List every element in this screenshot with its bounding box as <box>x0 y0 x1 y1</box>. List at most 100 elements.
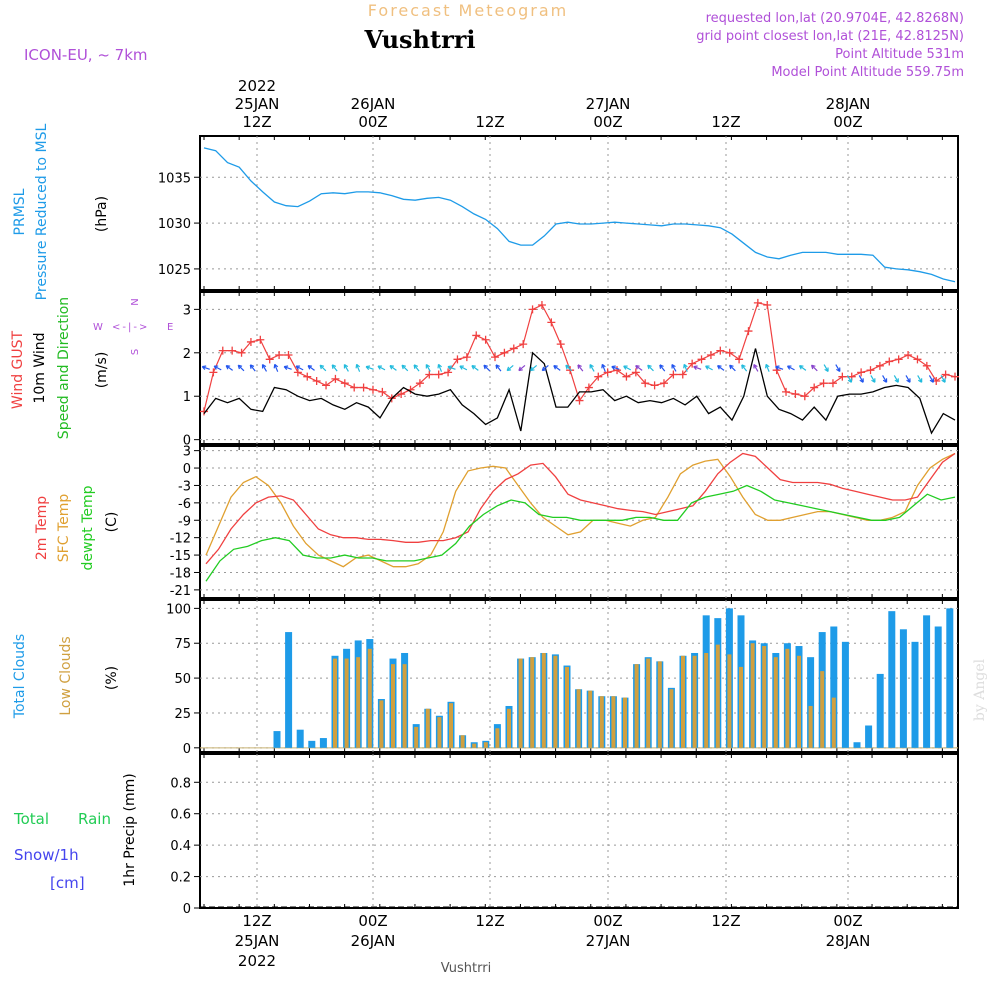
low-cloud-bar <box>356 657 361 748</box>
prmsl-label-long: Pressure Reduced to MSL <box>34 123 50 300</box>
total-cloud-bar <box>899 629 907 748</box>
top-time-label: 00Z <box>593 113 622 131</box>
wind-gust-marker <box>875 361 884 370</box>
y-tick-label: -9 <box>178 514 191 529</box>
wind-gust-marker <box>481 335 490 344</box>
wind-gust-marker <box>913 355 922 364</box>
grid-point-coords: grid point closest lon,lat (21E, 42.8125… <box>696 29 964 44</box>
low-cloud-bar <box>715 644 720 748</box>
wind-gust-marker <box>791 390 800 399</box>
wind-gust-marker <box>228 346 237 355</box>
wind-gust-marker <box>828 379 837 388</box>
wind-direction-arrow <box>623 365 632 371</box>
low-cloud-bar <box>414 726 419 748</box>
bottom-time-label: 28JAN <box>826 932 871 950</box>
top-time-label: 26JAN <box>351 95 396 113</box>
wind-direction-arrow <box>261 364 268 372</box>
panel-prmsl: 1025 1030 1035 <box>158 135 959 291</box>
panel-frame <box>199 291 959 445</box>
wind-gust-marker <box>753 298 762 307</box>
low-cloud-bar <box>634 664 639 748</box>
wind-direction-arrow <box>577 364 584 372</box>
wind-labels: Wind GUST 10m Wind Speed and Direction (… <box>10 297 173 439</box>
wind-gust-marker <box>744 327 753 336</box>
wind-gust-marker <box>537 301 546 310</box>
point-altitude: Point Altitude 531m <box>835 47 964 62</box>
wind-gust-marker <box>378 387 387 396</box>
bottom-time-label: 00Z <box>593 912 622 930</box>
model-altitude: Model Point Altitude 559.75m <box>771 65 964 80</box>
wind-gust-marker <box>284 350 293 359</box>
wind-direction-arrow <box>413 364 420 372</box>
compass-n: N <box>130 298 141 305</box>
wind-direction-arrow <box>225 365 233 371</box>
low-cloud-bar <box>599 696 604 748</box>
bottom-time-label: 12Z <box>475 912 504 930</box>
low-cloud-bar <box>797 655 801 748</box>
bottom-time-label: 12Z <box>242 912 271 930</box>
wind-gust-marker <box>453 355 462 364</box>
panel-temperature: -21 -18 -15 -12 -9 -6 -3 0 3 <box>170 445 959 599</box>
low-cloud-bar <box>704 652 709 748</box>
top-time-label: 12Z <box>711 113 740 131</box>
low-cloud-bar <box>391 664 395 748</box>
low-cloud-bar <box>739 666 743 748</box>
wind-direction-arrow <box>717 365 725 371</box>
total-cloud-bar <box>946 608 954 748</box>
wind-gust-marker <box>894 355 903 364</box>
wind-gust-marker <box>782 387 791 396</box>
total-cloud-bar <box>888 611 896 748</box>
total-cloud-bar <box>923 615 931 748</box>
cloud-labels: Total Clouds Low Clouds (%) <box>12 634 120 719</box>
panel-frame <box>199 753 959 909</box>
top-time-label: 25JAN <box>235 95 280 113</box>
top-time-label: 2022 <box>238 77 276 95</box>
wind-direction-arrow <box>729 364 736 372</box>
y-tick-label: 0.8 <box>170 776 191 791</box>
total-cloud-bar <box>911 641 919 748</box>
wind-gust-marker <box>641 379 650 388</box>
low-cloud-bar <box>623 697 627 748</box>
prmsl-unit: (hPa) <box>94 196 110 232</box>
y-tick-label: -18 <box>170 566 191 581</box>
wind-gust-marker <box>434 370 443 379</box>
wind-direction-arrow <box>529 364 538 372</box>
total-cloud-bar <box>319 738 327 748</box>
wind-gust-marker <box>904 350 913 359</box>
total-cloud-bar <box>853 742 861 748</box>
low-cloud-bar <box>762 646 767 748</box>
wind-gust-marker <box>519 340 528 349</box>
wind-gust-marker <box>322 381 331 390</box>
wind-direction-arrow <box>601 363 606 372</box>
wind-direction-arrow <box>483 364 491 372</box>
wind-direction-arrow <box>319 364 327 372</box>
total-cloud-bar <box>285 632 293 748</box>
requested-coords: requested lon,lat (20.9704E, 42.8268N) <box>706 11 964 26</box>
snow-label: Snow/1h <box>14 846 79 864</box>
y-tick-label: 0 <box>183 434 191 449</box>
total-cloud-bar <box>830 626 838 748</box>
low-cloud-bar <box>692 655 697 748</box>
compass-w: W <box>93 322 103 333</box>
wind-unit: (m/s) <box>94 352 110 389</box>
y-tick-label: -12 <box>170 532 191 547</box>
wind-direction-arrow <box>283 365 292 371</box>
low-cloud-bar <box>727 654 732 748</box>
bottom-time-label: 00Z <box>833 912 862 930</box>
wind-direction-arrow <box>459 365 468 371</box>
wind-direction-arrow <box>437 363 443 372</box>
wind-gust-marker <box>500 348 509 357</box>
temp-2m-line <box>205 452 956 565</box>
wind-direction-arrow <box>249 364 256 372</box>
total-cloud-bar <box>934 626 942 748</box>
wind-gust-marker <box>800 392 809 401</box>
low-cloud-bar <box>472 743 477 748</box>
total-cloud-bar <box>865 725 873 748</box>
wind-gust-marker <box>669 370 678 379</box>
low-cloud-bar <box>588 690 593 748</box>
super-title: Forecast Meteogram <box>368 1 568 20</box>
wind-direction-arrow <box>273 363 279 372</box>
prmsl-labels: PRMSL Pressure Reduced to MSL (hPa) <box>12 123 110 300</box>
low-cloud-bar <box>530 657 535 748</box>
wind-gust-marker <box>509 344 518 353</box>
